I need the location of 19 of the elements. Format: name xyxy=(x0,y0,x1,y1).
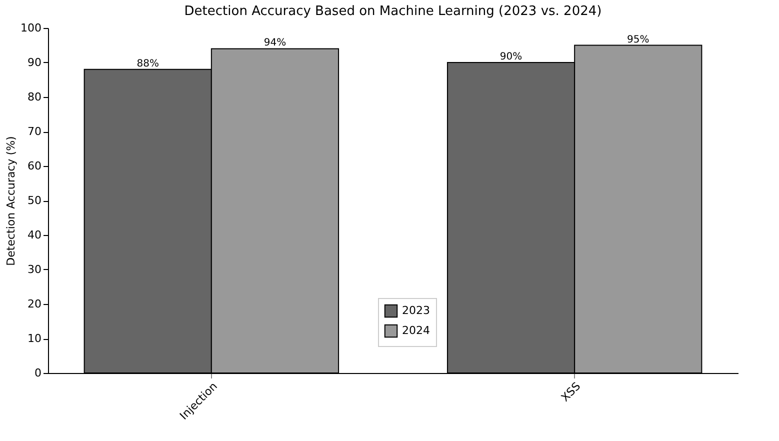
legend-label: 2023 xyxy=(402,304,430,317)
data-label: 90% xyxy=(500,52,522,62)
y-tick-label: 30 xyxy=(28,263,42,276)
y-tick-label: 50 xyxy=(28,194,42,207)
y-tick-label: 60 xyxy=(28,160,42,172)
y-tick-label: 90 xyxy=(28,56,42,69)
y-tick-label: 70 xyxy=(28,125,42,138)
chart-title: Detection Accuracy Based on Machine Learning (2023 vs. 2024) xyxy=(184,4,602,19)
data-label: 88% xyxy=(136,58,159,70)
legend-label: 2024 xyxy=(402,324,430,337)
y-tick-label: 40 xyxy=(28,228,42,242)
y-tick-label: 0 xyxy=(34,366,42,380)
data-label: 95% xyxy=(627,34,650,46)
y-tick-label: 100 xyxy=(20,22,42,34)
y-tick-label: 80 xyxy=(28,90,42,104)
y-tick-label: 10 xyxy=(28,332,42,345)
y-axis-title: Detection Accuracy (%) xyxy=(4,136,18,266)
y-tick-label: 20 xyxy=(28,298,42,310)
data-label: 94% xyxy=(264,38,286,49)
